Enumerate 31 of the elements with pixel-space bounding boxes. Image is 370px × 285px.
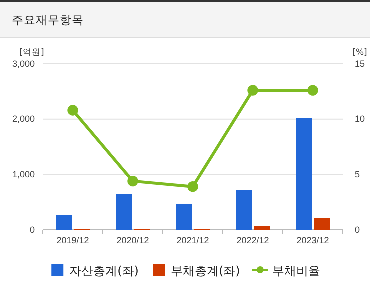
point [308,85,318,96]
chart-title: 주요재무항목 [12,13,84,27]
x-tick-label: 2021/12 [176,235,210,246]
y-tick-label: 2,000 [12,114,35,124]
y-tick-label: 0 [30,224,35,235]
y-axis-title: [억원] [20,48,44,58]
x-tick-label: 2023/12 [296,235,330,246]
legend-label: 부채총계(좌) [171,264,240,278]
y2-axis-title: [%] [352,48,368,58]
bar [56,215,72,230]
bar [236,190,252,230]
bar [296,118,312,230]
point [188,182,198,192]
y2-tick-label: 10 [355,114,366,124]
y2-tick-label: 0 [355,224,360,235]
y2-tick-label: 15 [355,58,366,69]
y-tick-label: 1,000 [12,170,35,180]
y2-tick-label: 5 [355,170,360,180]
legend-label: 부채비율 [272,264,320,278]
legend-label: 자산총계(좌) [70,264,139,278]
x-tick-label: 2020/12 [116,235,150,246]
x-tick-label: 2022/12 [236,235,270,246]
point [128,176,138,187]
bar [176,204,192,230]
point [68,105,78,116]
bar [254,226,270,230]
bar [116,194,132,230]
point [248,85,258,96]
x-tick-label: 2019/12 [56,235,90,246]
y-tick-label: 3,000 [12,58,35,69]
bar [314,218,330,230]
